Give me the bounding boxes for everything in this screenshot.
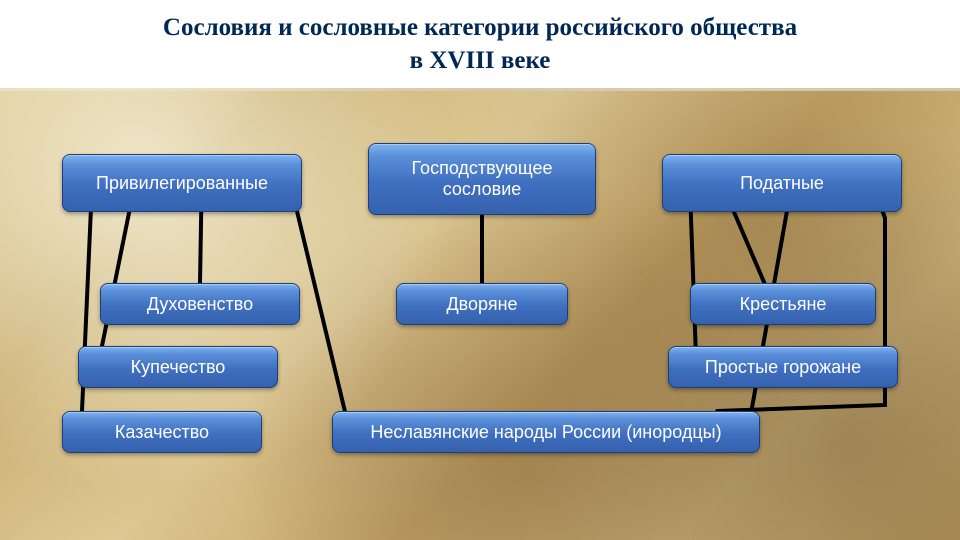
node-ruling-estate: Господствующее сословие <box>368 143 596 215</box>
estates-diagram: Привилегированные Господствующее сослови… <box>0 88 960 540</box>
node-label: Дворяне <box>446 294 517 315</box>
node-label: Духовенство <box>147 294 253 315</box>
title-line-2: в XVIII веке <box>40 45 920 78</box>
edge <box>734 212 764 283</box>
node-taxable: Податные <box>662 154 902 212</box>
node-nonslavic-peoples: Неславянские народы России (инородцы) <box>332 411 760 453</box>
edge <box>297 212 345 411</box>
node-label: Привилегированные <box>96 173 268 194</box>
node-merchants: Купечество <box>78 346 278 388</box>
node-label: Простые горожане <box>705 357 861 378</box>
node-label: Господствующее сословие <box>379 158 585 200</box>
node-peasants: Крестьяне <box>690 283 876 325</box>
edge <box>200 212 201 283</box>
node-label: Податные <box>740 173 824 194</box>
node-nobles: Дворяне <box>396 283 568 325</box>
node-label: Неславянские народы России (инородцы) <box>370 422 721 443</box>
edge <box>102 212 129 346</box>
node-label: Крестьяне <box>740 294 827 315</box>
edge <box>691 212 696 346</box>
node-cossacks: Казачество <box>62 411 262 453</box>
title-line-1: Сословия и сословные категории российско… <box>40 12 920 45</box>
node-clergy: Духовенство <box>100 283 300 325</box>
node-townsfolk: Простые горожане <box>668 346 898 388</box>
node-label: Казачество <box>115 422 209 443</box>
node-label: Купечество <box>131 357 226 378</box>
node-privileged: Привилегированные <box>62 154 302 212</box>
title-block: Сословия и сословные категории российско… <box>0 0 960 85</box>
